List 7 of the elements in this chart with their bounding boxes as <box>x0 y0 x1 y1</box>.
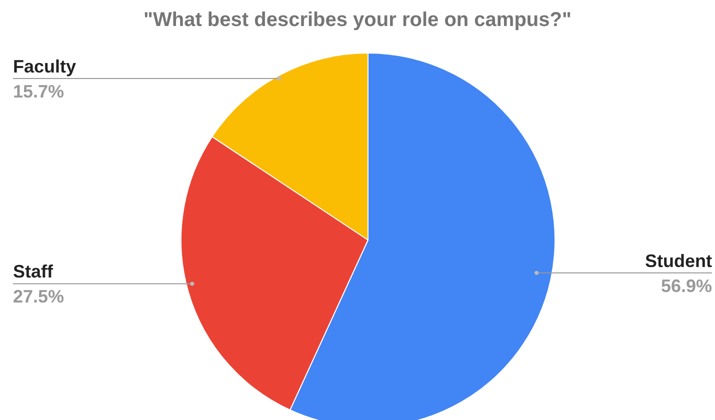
data-label: 27.5% <box>13 286 64 307</box>
chart-title: "What best describes your role on campus?" <box>144 9 572 31</box>
data-label: 56.9% <box>660 276 712 296</box>
data-label: 15.7% <box>13 81 64 102</box>
slice-label: Staff <box>13 262 54 282</box>
slice-label: Faculty <box>13 56 76 76</box>
slice-label: Student <box>645 250 712 271</box>
